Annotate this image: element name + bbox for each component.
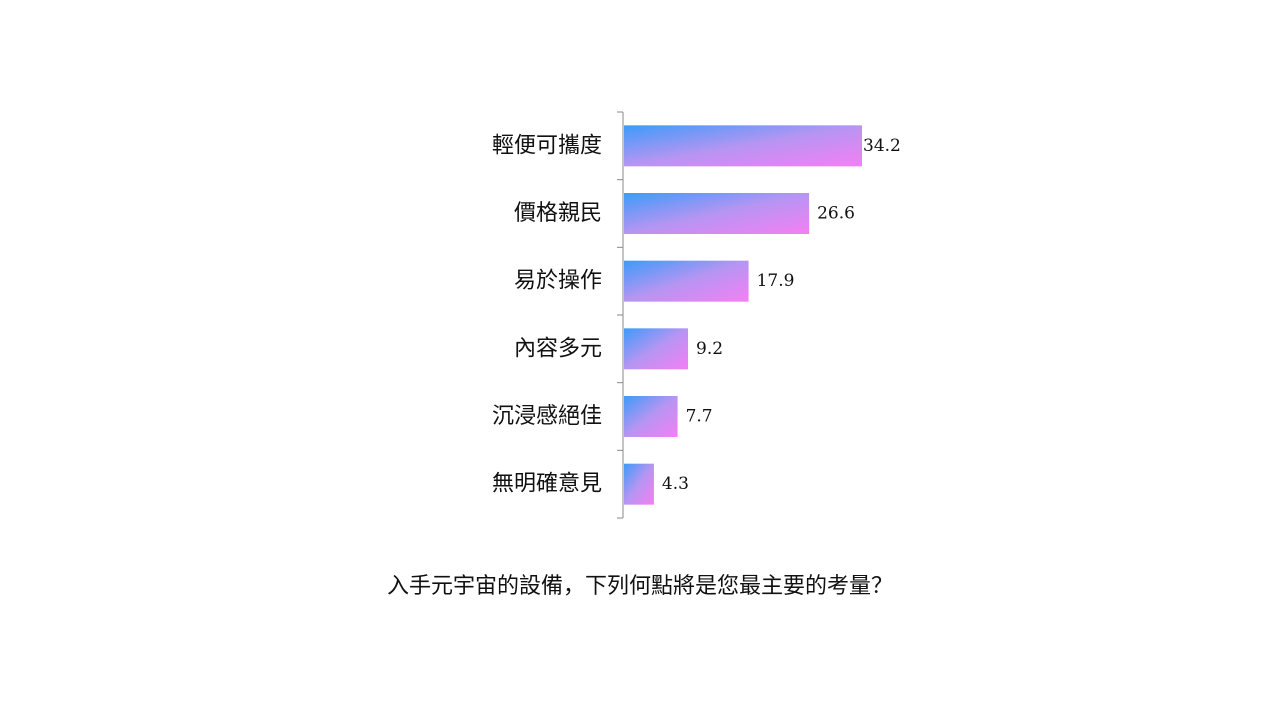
category-label: 內容多元 <box>514 336 602 361</box>
category-label: 沉浸感絕佳 <box>492 404 602 429</box>
data-label: 9.2 <box>696 339 723 359</box>
bar <box>624 396 678 437</box>
bar <box>624 260 749 302</box>
data-label: 26.6 <box>817 204 855 224</box>
data-label: 17.9 <box>757 271 795 291</box>
bars-layer: 34.2 26.6 17.9 9.2 7.7 4.3 <box>624 125 901 505</box>
data-label: 4.3 <box>662 474 689 494</box>
bar <box>624 463 654 505</box>
category-label: 無明確意見 <box>492 472 602 497</box>
bar <box>624 328 689 370</box>
data-label: 34.2 <box>863 136 901 156</box>
bar <box>624 193 810 234</box>
data-label: 7.7 <box>686 407 713 427</box>
category-label: 輕便可攜度 <box>492 133 602 158</box>
category-label: 易於操作 <box>514 269 602 294</box>
chart-title: 入手元宇宙的設備，下列何點將是您最主要的考量？ <box>386 574 893 599</box>
bar <box>624 125 862 167</box>
category-label: 價格親民 <box>514 201 602 226</box>
